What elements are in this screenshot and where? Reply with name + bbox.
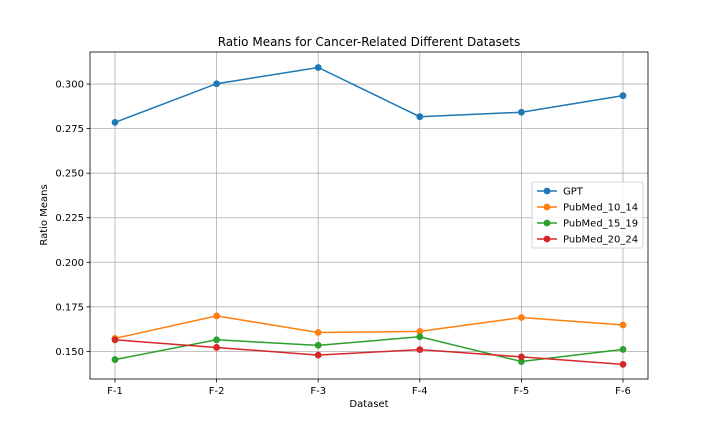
data-point-gpt bbox=[314, 64, 322, 71]
data-point-pubmed-15-19 bbox=[213, 336, 221, 344]
x-tick-label: F-5 bbox=[514, 386, 530, 397]
legend-marker bbox=[543, 219, 551, 227]
data-point-pubmed-10-14 bbox=[416, 328, 424, 335]
series-line-pubmed-20-24 bbox=[114, 339, 624, 366]
series-line-gpt bbox=[114, 66, 624, 124]
y-tick-label: 0.250 bbox=[55, 169, 84, 180]
x-tick-label: F-1 bbox=[107, 386, 123, 397]
data-point-pubmed-10-14 bbox=[619, 321, 627, 329]
legend-box bbox=[531, 181, 644, 249]
data-point-gpt bbox=[518, 108, 525, 116]
legend: GPT PubMed_10_14 PubMed_15_19 PubMed_20_24 bbox=[531, 181, 644, 249]
y-tick-label: 0.175 bbox=[55, 302, 84, 313]
gridlines bbox=[90, 52, 648, 379]
y-tick-label: 0.200 bbox=[55, 258, 84, 269]
y-tick-label: 0.150 bbox=[55, 347, 84, 358]
legend-label: PubMed_15_19 bbox=[563, 219, 638, 230]
x-tick-label: F-2 bbox=[209, 386, 225, 397]
y-axis: 0.150 0.175 0.200 0.225 0.250 0.275 0.300 bbox=[55, 80, 90, 358]
x-tick-label: F-3 bbox=[310, 386, 326, 397]
data-point-pubmed-10-14 bbox=[314, 329, 322, 336]
y-tick-label: 0.275 bbox=[55, 124, 84, 135]
legend-item-gpt: GPT bbox=[537, 187, 584, 198]
x-axis: F-1 F-2 F-3 F-4 F-5 F-6 bbox=[107, 379, 631, 397]
series-pubmed-20-24 bbox=[111, 336, 627, 368]
data-point-pubmed-15-19 bbox=[416, 333, 424, 341]
data-point-pubmed-20-24 bbox=[213, 344, 221, 351]
plot-frame bbox=[89, 51, 649, 380]
x-tick-label: F-6 bbox=[615, 386, 631, 397]
legend-item-pubmed-20-24: PubMed_20_24 bbox=[537, 235, 638, 246]
chart-title: Ratio Means for Cancer-Related Different… bbox=[218, 35, 521, 49]
data-point-gpt bbox=[619, 92, 627, 100]
legend-label: GPT bbox=[563, 187, 584, 198]
data-point-gpt bbox=[416, 113, 424, 121]
y-tick-label: 0.300 bbox=[55, 80, 84, 91]
legend-marker bbox=[543, 187, 551, 195]
series-gpt bbox=[111, 64, 627, 126]
data-point-pubmed-20-24 bbox=[416, 346, 424, 353]
legend-item-pubmed-15-19: PubMed_15_19 bbox=[537, 219, 638, 230]
legend-marker bbox=[543, 203, 551, 211]
data-point-gpt bbox=[213, 80, 221, 88]
data-point-pubmed-20-24 bbox=[518, 353, 525, 361]
data-point-pubmed-15-19 bbox=[619, 346, 627, 353]
series-line-pubmed-15-19 bbox=[114, 336, 624, 363]
x-tick-label: F-4 bbox=[412, 386, 428, 397]
y-tick-label: 0.225 bbox=[55, 213, 84, 224]
series-layer bbox=[111, 64, 627, 368]
legend-marker bbox=[543, 235, 551, 243]
data-point-pubmed-10-14 bbox=[518, 314, 525, 321]
data-point-pubmed-20-24 bbox=[111, 336, 119, 344]
legend-item-pubmed-10-14: PubMed_10_14 bbox=[537, 203, 638, 214]
legend-label: PubMed_20_24 bbox=[563, 235, 638, 246]
data-point-pubmed-20-24 bbox=[619, 360, 627, 368]
y-axis-title: Ratio Means bbox=[39, 184, 50, 245]
data-point-pubmed-15-19 bbox=[314, 341, 322, 349]
data-point-pubmed-10-14 bbox=[213, 312, 221, 320]
x-axis-title: Dataset bbox=[349, 399, 388, 410]
data-point-pubmed-15-19 bbox=[111, 356, 119, 363]
data-point-pubmed-20-24 bbox=[314, 351, 322, 359]
data-point-gpt bbox=[111, 118, 119, 126]
series-line-pubmed-10-14 bbox=[114, 315, 624, 340]
legend-label: PubMed_10_14 bbox=[563, 203, 638, 214]
